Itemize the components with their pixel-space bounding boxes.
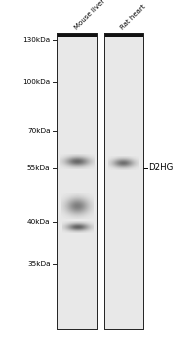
Text: Rat heart: Rat heart <box>119 3 147 30</box>
Text: 35kDa: 35kDa <box>27 261 50 267</box>
Text: 130kDa: 130kDa <box>22 37 50 43</box>
Text: 70kDa: 70kDa <box>27 128 50 134</box>
Bar <box>104 33 143 37</box>
Bar <box>57 33 97 329</box>
Text: 55kDa: 55kDa <box>27 165 50 171</box>
Bar <box>104 33 143 329</box>
Bar <box>57 33 97 329</box>
Text: 100kDa: 100kDa <box>22 79 50 85</box>
Text: 40kDa: 40kDa <box>27 219 50 225</box>
Bar <box>57 33 97 37</box>
Text: Mouse liver: Mouse liver <box>73 0 106 30</box>
Text: D2HGDH: D2HGDH <box>148 163 174 173</box>
Bar <box>104 33 143 329</box>
